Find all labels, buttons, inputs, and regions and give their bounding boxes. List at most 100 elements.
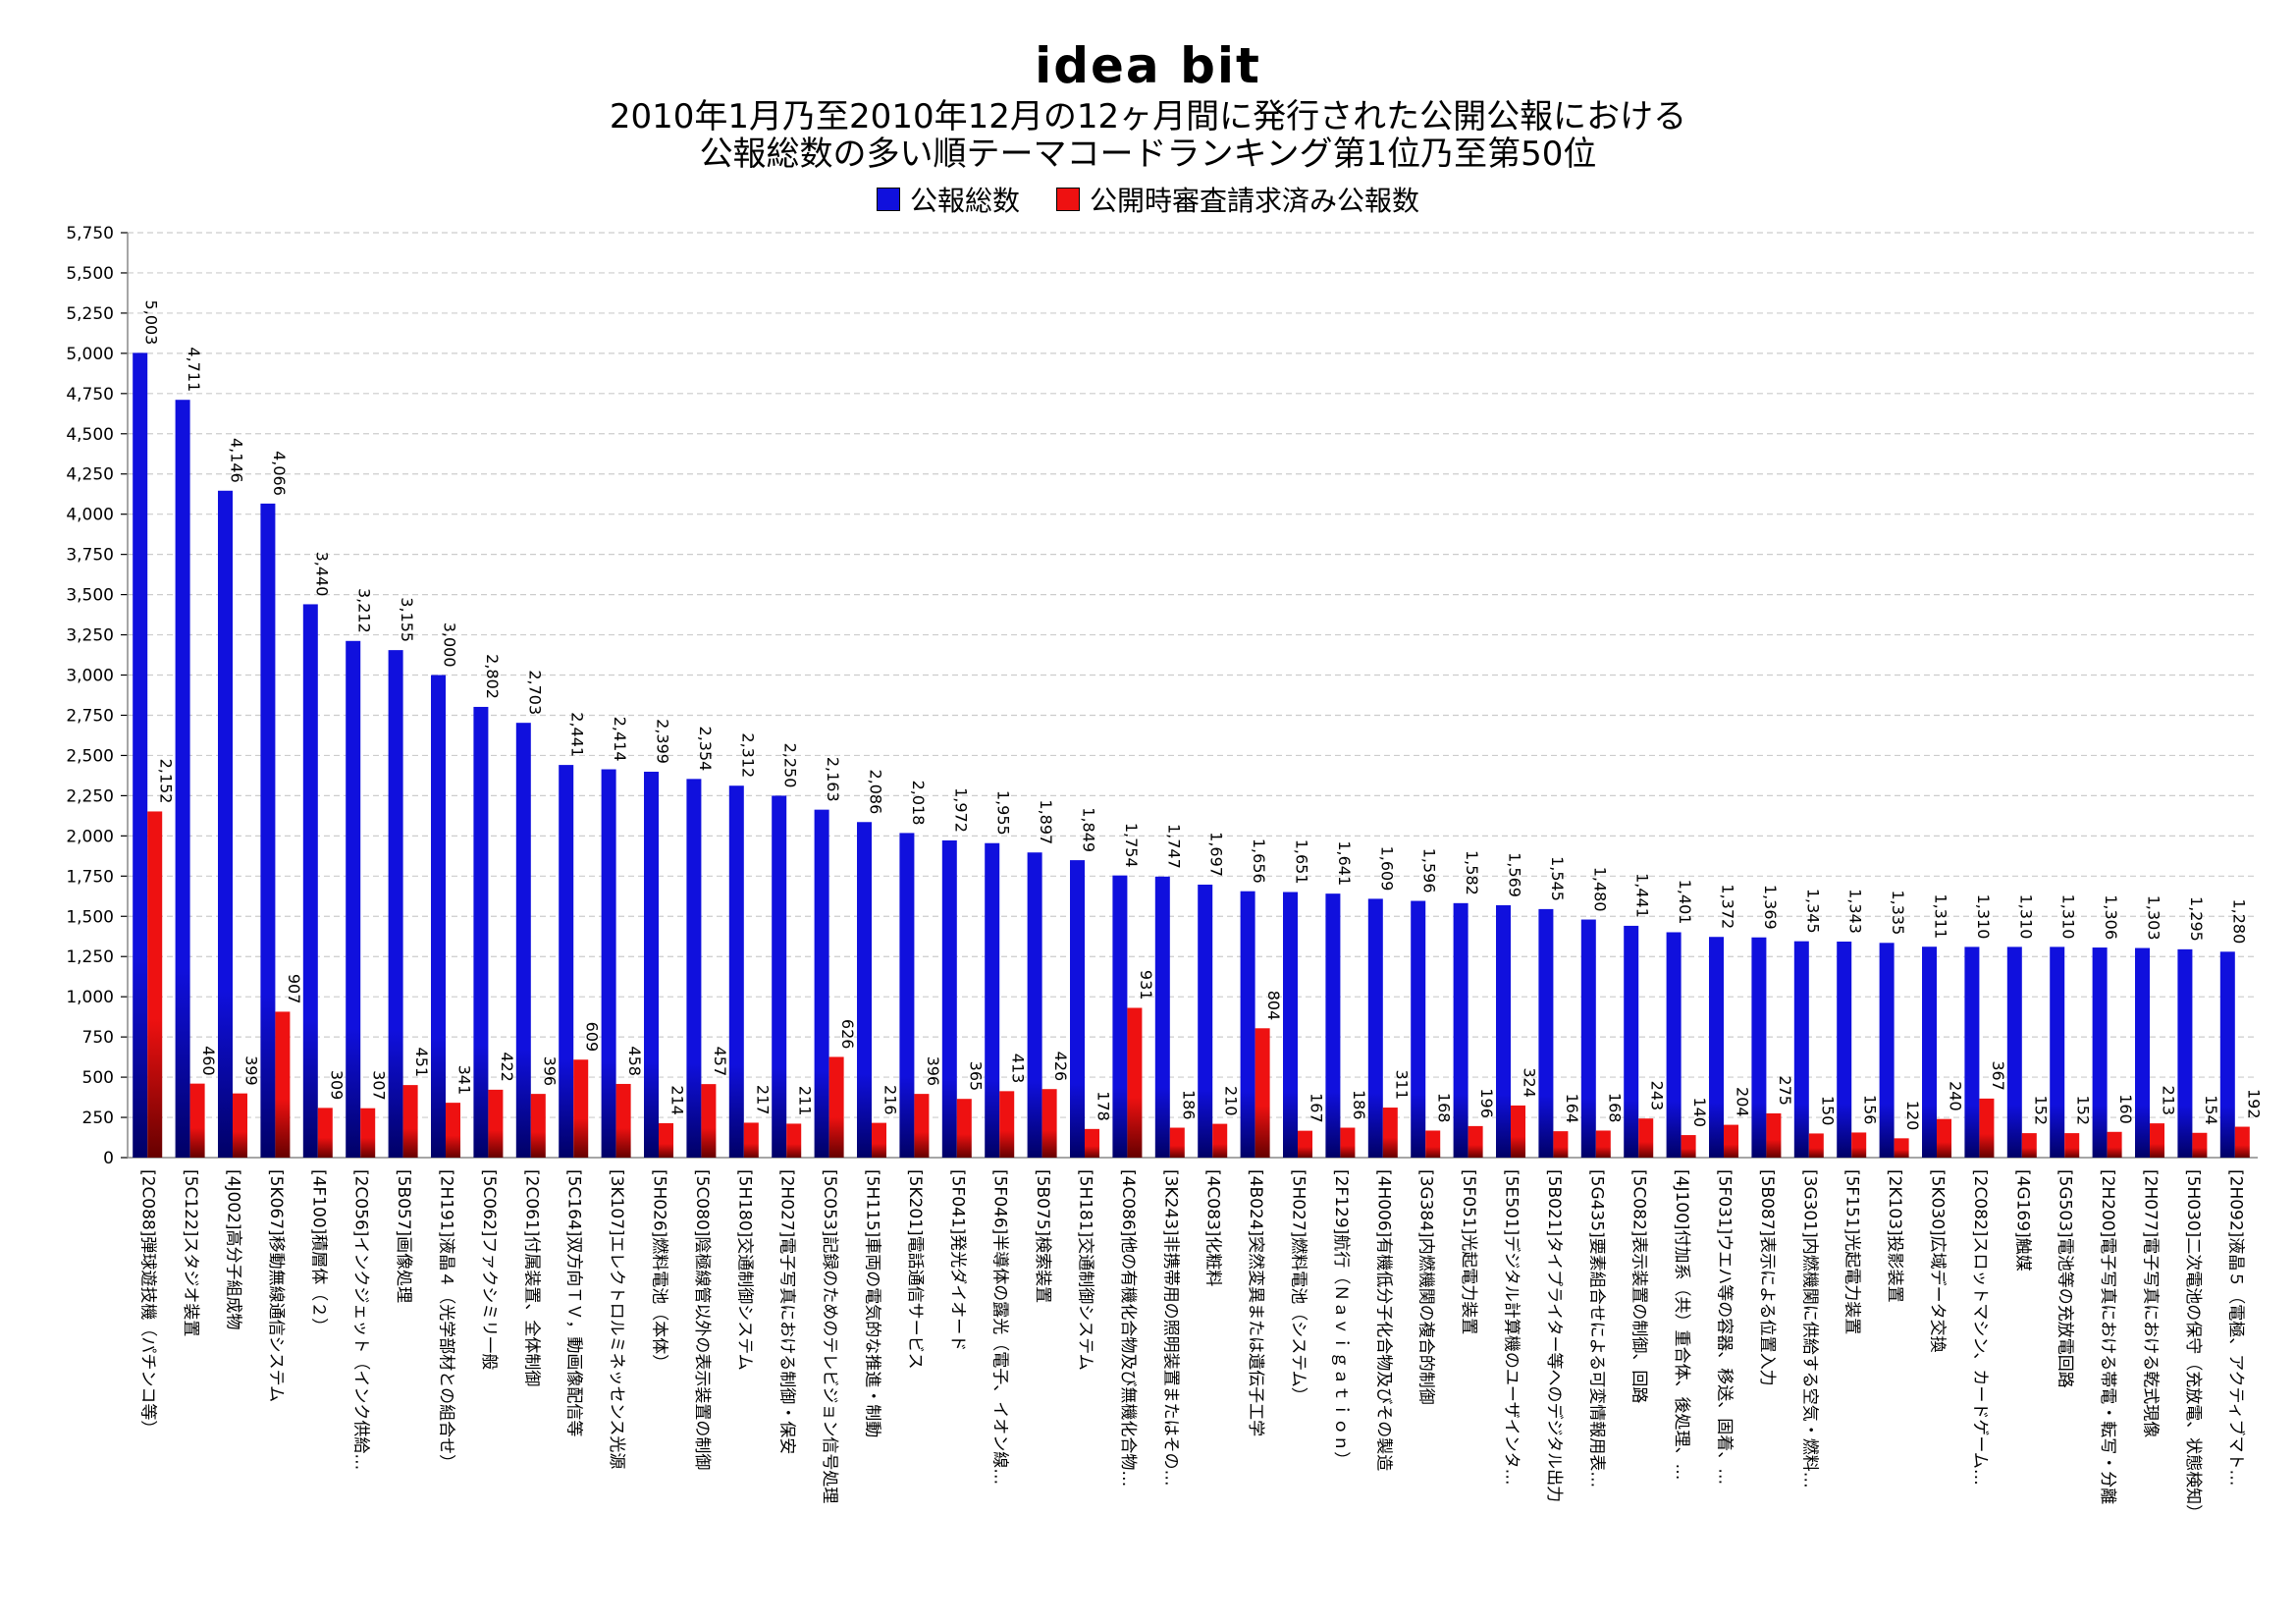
data-label-requested: 365 (966, 1061, 985, 1092)
x-tick-label: [5C082]表示装置の制御、回路 (1629, 1169, 1649, 1403)
bar-total (133, 352, 148, 1159)
data-label-requested: 426 (1051, 1052, 1070, 1082)
bar-total (1240, 891, 1255, 1158)
data-label-requested: 156 (1861, 1095, 1880, 1125)
data-label-requested: 140 (1690, 1098, 1709, 1128)
data-label-requested: 422 (498, 1052, 516, 1082)
x-tick-label: [5G435]要素組合せによる可変情報用表… (1586, 1169, 1606, 1488)
y-tick-label: 0 (103, 1149, 114, 1168)
x-tick-label: [5H026]燃料電池（本体） (650, 1169, 669, 1371)
data-label-total: 5,003 (142, 300, 161, 346)
x-tick-label: [5F046]半導体の露光（電子、イオン線… (990, 1169, 1010, 1485)
data-label-total: 1,697 (1207, 832, 1226, 877)
bar-requested (872, 1122, 887, 1158)
x-tick-label: [4G169]触媒 (2012, 1169, 2032, 1271)
bar-total (728, 785, 744, 1158)
x-tick-label: [2H027]電子写真における制御・保安 (777, 1169, 797, 1454)
bar-total (260, 503, 276, 1158)
bar-requested (446, 1103, 461, 1158)
data-label-total: 1,306 (2102, 894, 2120, 940)
data-label-total: 2,163 (824, 757, 842, 802)
bar-requested (275, 1011, 291, 1158)
bar-requested (786, 1123, 802, 1158)
legend-label-requested: 公開時審査請求済み公報数 (1089, 185, 1419, 217)
data-label-total: 3,440 (312, 552, 331, 597)
x-tick-label: [5G503]電池等の充放電回路 (2056, 1169, 2075, 1388)
x-tick-label: [5F151]光起電力装置 (1842, 1169, 1862, 1334)
data-label-total: 1,596 (1420, 848, 1439, 893)
y-tick-label: 3,250 (66, 626, 114, 646)
bar-total (1666, 932, 1682, 1158)
bar-requested (999, 1091, 1015, 1158)
data-label-total: 4,146 (228, 438, 246, 483)
data-label-requested: 210 (1222, 1086, 1241, 1116)
bar-requested (1894, 1138, 1909, 1158)
bar-total (941, 839, 957, 1158)
data-label-total: 1,480 (1590, 867, 1609, 912)
x-tick-label: [5C053]記録のためのテレビジョン信号処理 (820, 1169, 839, 1503)
y-tick-label: 500 (82, 1068, 114, 1088)
data-label-requested: 451 (412, 1048, 431, 1078)
x-tick-label: [5C062]ファクシミリ一般 (479, 1169, 499, 1370)
y-tick-label: 1,500 (66, 907, 114, 927)
data-label-requested: 240 (1947, 1081, 1965, 1111)
bar-total (346, 640, 361, 1158)
bar-requested (1425, 1130, 1441, 1158)
data-label-total: 1,609 (1377, 846, 1396, 892)
bar-requested (488, 1089, 504, 1158)
data-label-total: 1,295 (2187, 896, 2206, 942)
x-tick-label: [5B057]画像処理 (394, 1169, 413, 1303)
bar-requested (2021, 1133, 2037, 1158)
data-label-total: 2,802 (483, 654, 502, 699)
bar-total (2050, 947, 2065, 1158)
x-tick-label: [3G384]内燃機関の複合的制御 (1416, 1169, 1436, 1405)
data-label-total: 1,310 (2016, 894, 2035, 940)
data-label-total: 2,312 (738, 732, 757, 778)
data-label-requested: 120 (1903, 1101, 1922, 1131)
data-label-requested: 196 (1477, 1088, 1496, 1118)
bar-requested (1851, 1132, 1867, 1158)
data-label-requested: 186 (1350, 1090, 1368, 1120)
bar-requested (1808, 1133, 1824, 1158)
data-label-requested: 168 (1605, 1093, 1624, 1123)
bar-total (1964, 947, 1980, 1158)
y-tick-label: 4,250 (66, 465, 114, 485)
data-label-requested: 367 (1989, 1060, 2007, 1091)
y-tick-label: 2,750 (66, 706, 114, 726)
x-tick-label: [4J002]高分子組成物 (224, 1169, 243, 1330)
data-label-requested: 341 (455, 1065, 474, 1096)
bar-requested (233, 1093, 248, 1158)
bar-requested (2150, 1123, 2165, 1158)
x-tick-label: [5K030]広域データ交換 (1928, 1169, 1949, 1353)
bar-total (1154, 876, 1170, 1158)
x-tick-label: [5F041]発光ダイオード (947, 1169, 967, 1351)
bar-total (1624, 925, 1639, 1158)
data-label-requested: 396 (540, 1056, 559, 1087)
data-label-requested: 164 (1563, 1094, 1581, 1124)
data-label-requested: 2,152 (157, 759, 176, 804)
chart-title-line2: 公報総数の多い順テーマコードランキング第1位乃至第50位 (699, 135, 1597, 174)
bar-requested (828, 1056, 844, 1158)
bar-total (1283, 892, 1299, 1158)
data-label-total: 3,155 (398, 597, 416, 642)
data-label-total: 1,311 (1932, 893, 1950, 939)
x-tick-label: [5B087]表示による位置入力 (1757, 1169, 1777, 1386)
bar-requested (1595, 1130, 1611, 1158)
bar-total (686, 779, 702, 1158)
data-label-requested: 211 (796, 1086, 815, 1116)
x-tick-label: [2C088]弾球遊技機（パチンコ等） (138, 1169, 158, 1436)
bar-total (1709, 937, 1725, 1158)
bar-requested (1468, 1125, 1483, 1158)
data-label-requested: 214 (668, 1085, 687, 1115)
bar-requested (1638, 1118, 1654, 1158)
data-label-total: 1,303 (2145, 895, 2163, 941)
bar-total (2135, 947, 2151, 1158)
y-tick-label: 2,500 (66, 746, 114, 766)
data-label-total: 2,250 (781, 743, 800, 788)
bar-requested (1212, 1123, 1228, 1158)
bar-requested (2234, 1126, 2250, 1158)
data-label-total: 1,343 (1846, 889, 1865, 934)
bar-requested (615, 1083, 631, 1158)
data-label-requested: 931 (1137, 970, 1155, 1001)
x-tick-label: [5F031]ウエハ等の容器、移送、固着、… (1715, 1169, 1735, 1485)
